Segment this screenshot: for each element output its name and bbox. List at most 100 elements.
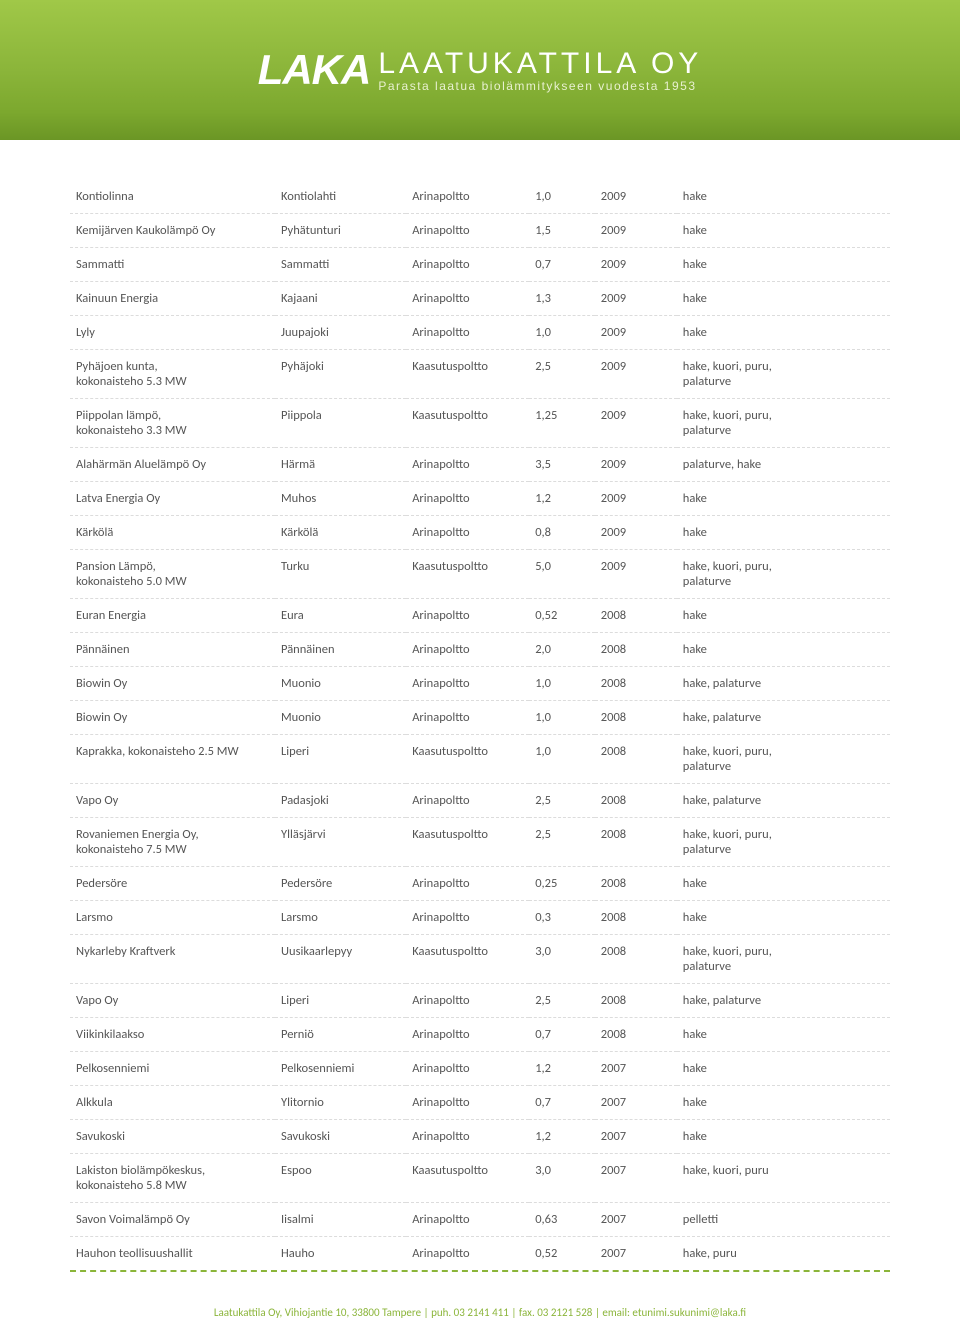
table-cell: Lakiston biolämpökeskus,kokonaisteho 5.8…: [70, 1154, 275, 1203]
table-cell: 2008: [595, 667, 677, 701]
table-cell: Nykarleby Kraftverk: [70, 935, 275, 984]
table-cell: 2009: [595, 282, 677, 316]
table-cell: hake, kuori, puru,palaturve: [677, 399, 890, 448]
table-cell: hake, kuori, puru,palaturve: [677, 735, 890, 784]
table-cell: hake: [677, 482, 890, 516]
table-cell: 2009: [595, 448, 677, 482]
table-cell: Pyhätunturi: [275, 214, 406, 248]
table-cell: Pyhäjoen kunta,kokonaisteho 5.3 MW: [70, 350, 275, 399]
table-cell: Uusikaarlepyy: [275, 935, 406, 984]
table-cell: 2009: [595, 214, 677, 248]
table-cell: Arinapoltto: [406, 282, 529, 316]
table-cell: Savukoski: [70, 1120, 275, 1154]
table-row: Pyhäjoen kunta,kokonaisteho 5.3 MWPyhäjo…: [70, 350, 890, 399]
table-cell: 2008: [595, 984, 677, 1018]
table-cell: hake: [677, 1086, 890, 1120]
table-cell: Arinapoltto: [406, 1203, 529, 1237]
table-cell: hake, kuori, puru,palaturve: [677, 550, 890, 599]
logo: LAKA LAATUKATTILA OY Parasta laatua biol…: [258, 46, 703, 94]
table-cell: hake: [677, 1018, 890, 1052]
table-cell: Arinapoltto: [406, 1086, 529, 1120]
table-cell: 2,0: [529, 633, 595, 667]
table-cell: Biowin Oy: [70, 701, 275, 735]
table-cell: 0,7: [529, 248, 595, 282]
table-cell: Perniö: [275, 1018, 406, 1052]
table-cell: 2008: [595, 867, 677, 901]
table-cell: Pyhäjoki: [275, 350, 406, 399]
table-cell: 2007: [595, 1237, 677, 1271]
table-cell: hake: [677, 901, 890, 935]
table-cell: 2009: [595, 248, 677, 282]
table-cell: Pännäinen: [275, 633, 406, 667]
table-row: SammattiSammattiArinapoltto0,72009hake: [70, 248, 890, 282]
table-cell: 2007: [595, 1052, 677, 1086]
table-cell: Kemijärven Kaukolämpö Oy: [70, 214, 275, 248]
table-cell: Arinapoltto: [406, 248, 529, 282]
table-cell: hake, palaturve: [677, 701, 890, 735]
table-cell: Arinapoltto: [406, 784, 529, 818]
table-cell: Arinapoltto: [406, 1237, 529, 1271]
footer-contact: Laatukattila Oy, Vihiojantie 10, 33800 T…: [0, 1296, 960, 1339]
table-cell: Kajaani: [275, 282, 406, 316]
logo-mark: LAKA: [258, 46, 371, 94]
table-row: Lakiston biolämpökeskus,kokonaisteho 5.8…: [70, 1154, 890, 1203]
table-cell: hake, kuori, puru: [677, 1154, 890, 1203]
table-cell: Rovaniemen Energia Oy,kokonaisteho 7.5 M…: [70, 818, 275, 867]
table-row: AlkkulaYlitornioArinapoltto0,72007hake: [70, 1086, 890, 1120]
table-row: PedersörePedersöreArinapoltto0,252008hak…: [70, 867, 890, 901]
table-cell: Iisalmi: [275, 1203, 406, 1237]
header-banner: LAKA LAATUKATTILA OY Parasta laatua biol…: [0, 0, 960, 140]
table-cell: Arinapoltto: [406, 482, 529, 516]
table-cell: 2008: [595, 1018, 677, 1052]
table-cell: 2009: [595, 316, 677, 350]
table-cell: hake: [677, 282, 890, 316]
table-cell: 2008: [595, 701, 677, 735]
table-row: KontiolinnaKontiolahtiArinapoltto1,02009…: [70, 180, 890, 214]
table-cell: hake, kuori, puru,palaturve: [677, 350, 890, 399]
table-cell: 2008: [595, 599, 677, 633]
content-area: KontiolinnaKontiolahtiArinapoltto1,02009…: [0, 140, 960, 1270]
table-cell: Savon Voimalämpö Oy: [70, 1203, 275, 1237]
table-row: Rovaniemen Energia Oy,kokonaisteho 7.5 M…: [70, 818, 890, 867]
table-cell: Arinapoltto: [406, 316, 529, 350]
table-cell: hake: [677, 248, 890, 282]
table-cell: 0,7: [529, 1086, 595, 1120]
table-cell: Arinapoltto: [406, 984, 529, 1018]
table-cell: Hauhon teollisuushallit: [70, 1237, 275, 1271]
table-cell: 2008: [595, 633, 677, 667]
table-cell: Kaasutuspoltto: [406, 350, 529, 399]
footer-rule: [70, 1270, 890, 1272]
company-tagline: Parasta laatua biolämmitykseen vuodesta …: [378, 79, 702, 93]
table-cell: Hauho: [275, 1237, 406, 1271]
table-cell: 3,5: [529, 448, 595, 482]
table-cell: Piippola: [275, 399, 406, 448]
table-cell: 2009: [595, 550, 677, 599]
table-cell: Larsmo: [275, 901, 406, 935]
table-cell: hake: [677, 316, 890, 350]
table-row: LarsmoLarsmoArinapoltto0,32008hake: [70, 901, 890, 935]
table-cell: 2007: [595, 1120, 677, 1154]
table-cell: Larsmo: [70, 901, 275, 935]
table-cell: Vapo Oy: [70, 984, 275, 1018]
table-cell: Kärkölä: [70, 516, 275, 550]
table-cell: 1,25: [529, 399, 595, 448]
table-cell: Kaasutuspoltto: [406, 399, 529, 448]
table-cell: hake, puru: [677, 1237, 890, 1271]
table-row: Pansion Lämpö,kokonaisteho 5.0 MWTurkuKa…: [70, 550, 890, 599]
table-row: KärköläKärköläArinapoltto0,82009hake: [70, 516, 890, 550]
table-row: ViikinkilaaksoPerniöArinapoltto0,72008ha…: [70, 1018, 890, 1052]
table-row: Biowin OyMuonioArinapoltto1,02008hake, p…: [70, 701, 890, 735]
table-cell: 3,0: [529, 1154, 595, 1203]
table-cell: Arinapoltto: [406, 701, 529, 735]
table-cell: 0,3: [529, 901, 595, 935]
table-cell: Kaasutuspoltto: [406, 735, 529, 784]
table-cell: Pedersöre: [70, 867, 275, 901]
table-row: Vapo OyLiperiArinapoltto2,52008hake, pal…: [70, 984, 890, 1018]
table-cell: 1,3: [529, 282, 595, 316]
table-cell: hake, palaturve: [677, 667, 890, 701]
table-cell: Liperi: [275, 984, 406, 1018]
table-cell: hake: [677, 516, 890, 550]
table-cell: Vapo Oy: [70, 784, 275, 818]
table-cell: 2009: [595, 399, 677, 448]
table-cell: Arinapoltto: [406, 1018, 529, 1052]
